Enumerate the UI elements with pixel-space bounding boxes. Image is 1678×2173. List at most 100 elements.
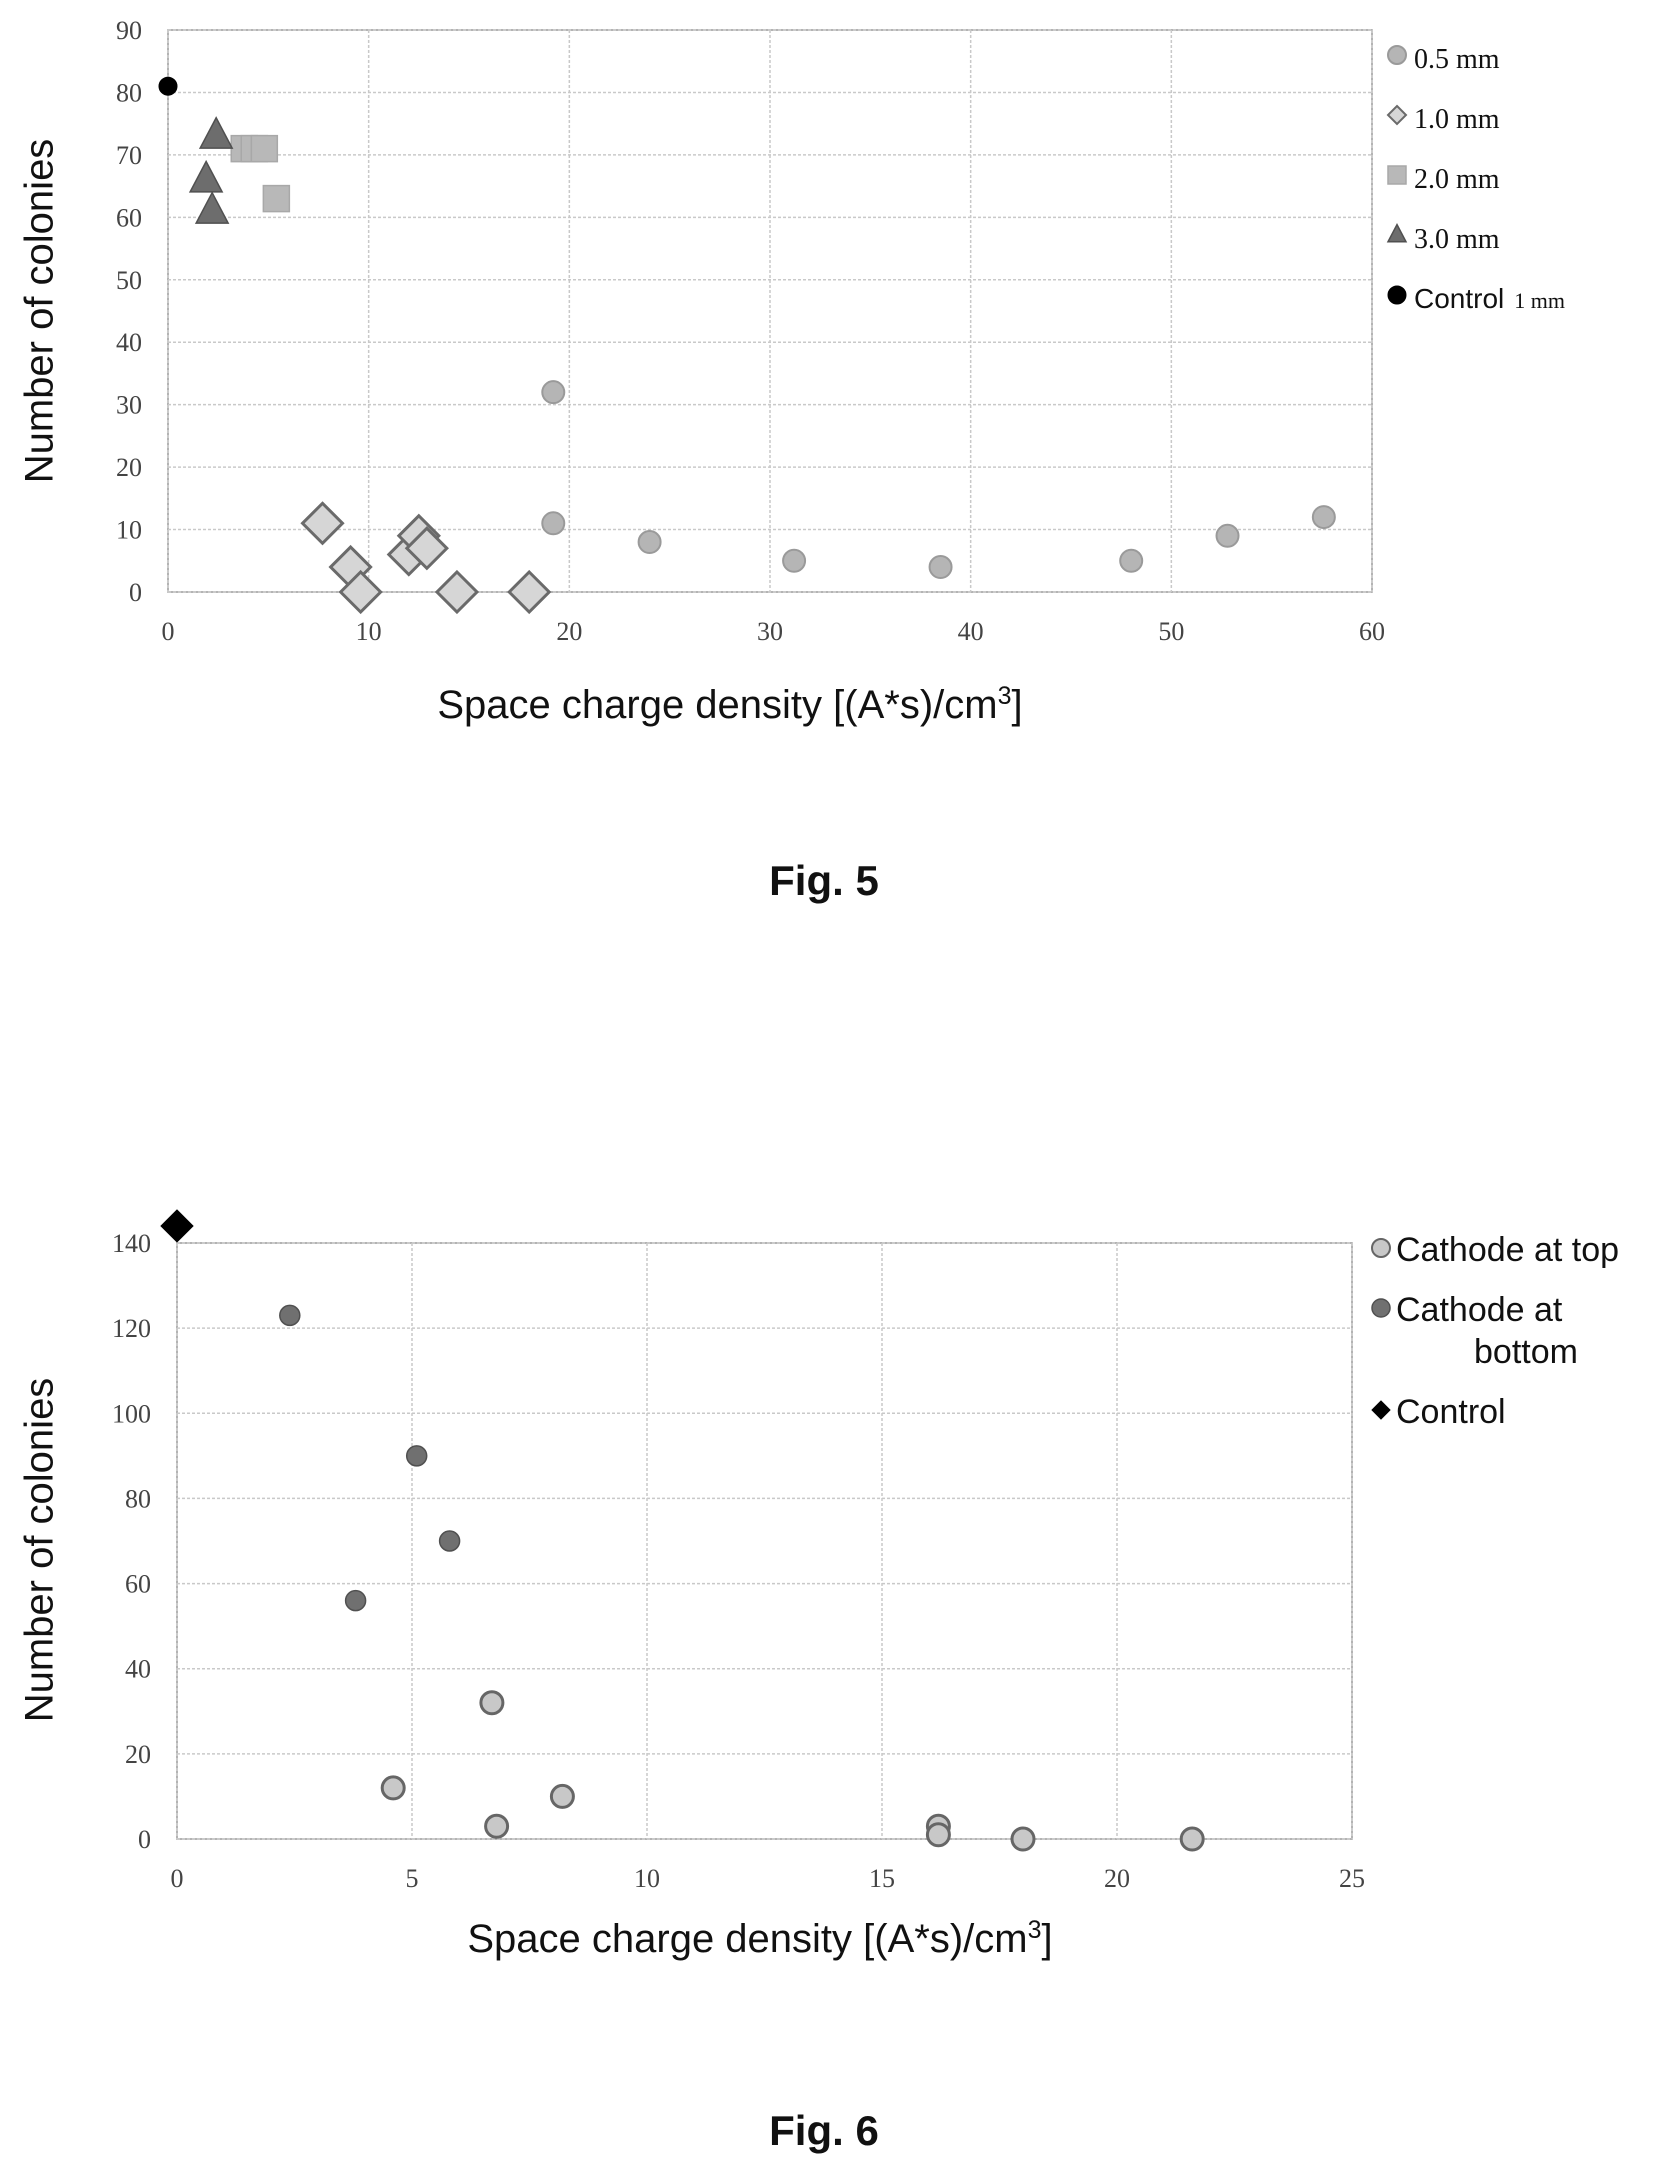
- y-tick-label: 60: [116, 203, 142, 232]
- data-point: [158, 76, 178, 96]
- x-axis-title: Space charge density [(A*s)/cm3]: [437, 682, 1022, 727]
- series-0-5-mm: [541, 380, 1336, 580]
- series-cathode-at-top: [380, 1690, 1205, 1852]
- series-cathode-at-bottom: [279, 1304, 461, 1612]
- legend-label-continued: bottom: [1474, 1333, 1578, 1371]
- y-axis-title: Number of colonies: [18, 1378, 62, 1723]
- series-control: [158, 76, 178, 96]
- data-point: [250, 134, 279, 163]
- y-tick-label: 40: [125, 1655, 151, 1684]
- x-tick-label: 0: [162, 617, 175, 646]
- data-point: [438, 1530, 461, 1552]
- legend-marker: [1387, 165, 1407, 185]
- legend-label: Cathode at top: [1396, 1231, 1619, 1269]
- y-tick-label: 30: [116, 391, 142, 420]
- y-tick-label: 80: [125, 1484, 151, 1513]
- figure-label: Fig. 6: [769, 2107, 879, 2154]
- y-tick-label: 50: [116, 266, 142, 295]
- data-point: [1010, 1826, 1036, 1852]
- data-point: [344, 1589, 367, 1612]
- data-point: [1119, 548, 1144, 573]
- data-point: [637, 530, 662, 555]
- data-point: [928, 555, 953, 580]
- legend-marker: [1371, 1298, 1391, 1318]
- y-tick-label: 70: [116, 141, 142, 170]
- data-point: [300, 501, 345, 546]
- data-point: [262, 184, 291, 213]
- data-point: [1311, 505, 1336, 530]
- figure-label: Fig. 5: [769, 857, 879, 904]
- data-point: [782, 548, 807, 573]
- data-point: [925, 1822, 951, 1848]
- data-point: [507, 569, 552, 615]
- y-tick-label: 140: [112, 1229, 151, 1258]
- x-tick-label: 25: [1339, 1864, 1365, 1893]
- data-point: [194, 191, 230, 224]
- x-axis-title-tail: ]: [1012, 683, 1023, 727]
- data-point: [479, 1690, 505, 1716]
- y-tick-label: 80: [116, 78, 142, 107]
- y-tick-label: 20: [125, 1740, 151, 1769]
- y-axis-title: Number of colonies: [18, 139, 62, 484]
- data-point: [484, 1813, 510, 1839]
- data-point: [160, 1209, 194, 1243]
- legend-label-suffix: 1 mm: [1514, 288, 1565, 313]
- x-axis-title: Space charge density [(A*s)/cm3]: [467, 1916, 1052, 1961]
- x-tick-label: 10: [356, 617, 382, 646]
- x-axis-title-tail: ]: [1042, 1917, 1053, 1961]
- x-tick-label: 0: [171, 1864, 184, 1893]
- x-tick-label: 60: [1359, 617, 1385, 646]
- legend-label: Control 1 mm: [1414, 283, 1565, 314]
- x-axis-title-superscript: 3: [998, 682, 1012, 710]
- legend: 0.5 mm 1.0 mm 2.0 mm 3.0 mm Control 1 mm: [1386, 44, 1565, 314]
- data-point: [549, 1783, 575, 1809]
- fig5-chart: 0 10 20 30 40 50 60 0 10 20 30 40 50 60 70 80 90 Space ch…: [18, 16, 1565, 904]
- data-point: [1179, 1826, 1205, 1852]
- data-point: [434, 569, 480, 615]
- legend-marker: [1386, 223, 1408, 243]
- legend-label: Control: [1396, 1393, 1506, 1431]
- data-point: [338, 569, 383, 615]
- y-tick-label: 120: [112, 1314, 151, 1343]
- x-tick-label: 20: [556, 617, 582, 646]
- fig6-chart: 0 5 10 15 20 25 0 20 40 60 80 100 120 140 Space charge…: [18, 1209, 1619, 2154]
- y-tick-label: 0: [129, 578, 142, 607]
- legend-marker: [1386, 104, 1408, 126]
- data-point: [1215, 523, 1240, 548]
- legend-marker: [1371, 1238, 1391, 1258]
- legend-label: Cathode at: [1396, 1291, 1563, 1329]
- plot-frame: [176, 1242, 1353, 1840]
- legend-marker: [1387, 45, 1407, 65]
- y-tick-label: 100: [112, 1399, 151, 1428]
- x-tick-label: 15: [869, 1864, 895, 1893]
- x-tick-label: 30: [757, 617, 783, 646]
- y-tick-label: 10: [116, 516, 142, 545]
- data-point: [188, 159, 224, 193]
- series-2-0-mm: [230, 134, 291, 213]
- y-tick-label: 0: [138, 1825, 151, 1854]
- data-point: [380, 1775, 406, 1801]
- legend-marker: [1387, 285, 1407, 305]
- series-3-0-mm: [188, 116, 234, 224]
- y-tick-label: 60: [125, 1570, 151, 1599]
- x-tick-label: 50: [1158, 617, 1184, 646]
- legend-label: 3.0 mm: [1414, 224, 1500, 255]
- legend-marker: [1371, 1400, 1391, 1420]
- x-axis-title-superscript: 3: [1028, 1916, 1042, 1944]
- legend-label: 0.5 mm: [1414, 44, 1500, 75]
- data-point: [279, 1304, 301, 1327]
- x-tick-label: 20: [1104, 1864, 1130, 1893]
- x-tick-label: 10: [634, 1864, 660, 1893]
- legend: Cathode at top Cathode at bottom Control: [1371, 1231, 1619, 1431]
- data-point: [198, 116, 234, 149]
- legend-label: 2.0 mm: [1414, 164, 1500, 195]
- y-tick-label: 40: [116, 328, 142, 357]
- x-tick-label: 40: [958, 617, 984, 646]
- data-point: [541, 380, 566, 405]
- x-tick-label: 5: [406, 1864, 419, 1893]
- series-control: [160, 1209, 194, 1243]
- y-tick-label: 90: [116, 16, 142, 45]
- data-point: [541, 511, 566, 536]
- data-point: [404, 526, 449, 571]
